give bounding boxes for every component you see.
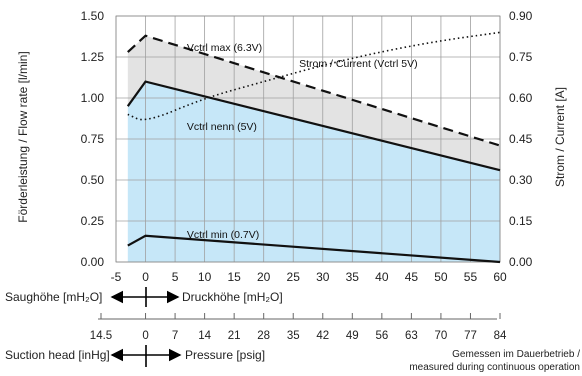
series-line-vctrl-max [127, 34, 501, 147]
y-right-tick-label-5: 0.75 [509, 50, 533, 64]
y-left-tick-label-3: 0.75 [81, 132, 105, 146]
y-left-tick-label-1: 0.25 [81, 214, 105, 228]
x-tick-label-15: 15 [227, 270, 241, 284]
delivery-head-label: Druckhöhe [mH₂O] [182, 290, 283, 304]
y-left-tick-label-6: 1.50 [81, 9, 105, 23]
area-nominal-to-zero [127, 81, 501, 262]
x-tick-label-35: 35 [346, 270, 360, 284]
grid-lines [115, 15, 501, 263]
pressure-psig-label: Pressure [psig] [185, 348, 265, 362]
filled-areas [127, 35, 501, 262]
y-left-tick-label-5: 1.25 [81, 50, 105, 64]
series-line-vctrl-nenn [126, 80, 501, 172]
plot-frame [115, 15, 501, 263]
x-tick-label-40: 40 [375, 270, 389, 284]
y-right-tick-label-3: 0.45 [509, 132, 533, 146]
psig-tick-label-2: 7 [172, 330, 178, 342]
y-right-tick-label-0: 0.00 [509, 255, 533, 269]
series-lines [126, 31, 501, 264]
psig-tick-label-4: 21 [228, 330, 241, 342]
y-left-tick-label-2: 0.50 [81, 173, 105, 187]
psig-tick-label-11: 70 [435, 330, 448, 342]
y-right-tick-label-6: 0.90 [509, 9, 533, 23]
suction-head-inhg-label: Suction head [inHg] [5, 348, 110, 362]
x-tick-label-60: 60 [493, 270, 507, 284]
series-label-strom-current-vctrl-5v-: Strom / Current (Vctrl 5V) [299, 58, 417, 70]
x-tick-label-10: 10 [198, 270, 212, 284]
x-tick-label-20: 20 [257, 270, 271, 284]
x-tick-label--5: -5 [111, 270, 122, 284]
psig-tick-label-12: 77 [464, 330, 477, 342]
x-tick-label-25: 25 [287, 270, 301, 284]
psig-tick-label-13: 84 [494, 330, 507, 342]
x-tick-label-45: 45 [405, 270, 419, 284]
psig-axis-ticks: 14.5 0 7 14 21 28 35 42 49 56 63 70 77 84 [90, 313, 507, 342]
x-tick-label-50: 50 [434, 270, 448, 284]
psig-tick-label-5: 28 [257, 330, 270, 342]
measurement-note-line-2: measured during continuous operation [409, 362, 580, 373]
psig-tick-label-10: 63 [405, 330, 418, 342]
psig-tick-label-0: 14.5 [90, 330, 112, 342]
y-left-tick-label-4: 1.00 [81, 91, 105, 105]
x-tick-label-30: 30 [316, 270, 330, 284]
psig-tick-label-6: 35 [287, 330, 300, 342]
y-right-tick-label-1: 0.15 [509, 214, 533, 228]
x-tick-label-0: 0 [142, 270, 149, 284]
y-right-tick-label-2: 0.30 [509, 173, 533, 187]
psig-tick-label-3: 14 [198, 330, 211, 342]
psig-tick-label-7: 42 [316, 330, 329, 342]
series-labels: Vctrl max (6.3V) Strom / Current (Vctrl 5… [187, 42, 418, 241]
series-label-vctrl-max-6-3v-: Vctrl max (6.3V) [187, 42, 262, 54]
series-label-vctrl-min-0-7v-: Vctrl min (0.7V) [187, 229, 259, 241]
x-tick-label-5: 5 [172, 270, 179, 284]
y-left-tick-label-0: 0.00 [81, 255, 105, 269]
psig-tick-label-1: 0 [142, 330, 148, 342]
area-max-to-nominal [127, 35, 501, 171]
measurement-note-line-1: Gemessen im Dauerbetrieb / [452, 349, 580, 360]
x-tick-label-55: 55 [464, 270, 478, 284]
y-right-tick-label-4: 0.60 [509, 91, 533, 105]
series-label-vctrl-nenn-5v-: Vctrl nenn (5V) [187, 121, 257, 133]
y-left-axis-label: Förderleistung / Flow rate [l/min] [16, 51, 30, 222]
series-line-vctrl-min [127, 234, 501, 264]
psig-tick-label-8: 49 [346, 330, 359, 342]
tick-labels: -5 0 5 10 15 20 25 30 35 40 45 50 55 600.000.250.500.… [81, 9, 533, 284]
y-right-axis-label: Strom / Current [A] [553, 87, 567, 187]
suction-head-label: Saughöhe [mH₂O] [5, 290, 102, 304]
psig-tick-label-9: 56 [375, 330, 388, 342]
